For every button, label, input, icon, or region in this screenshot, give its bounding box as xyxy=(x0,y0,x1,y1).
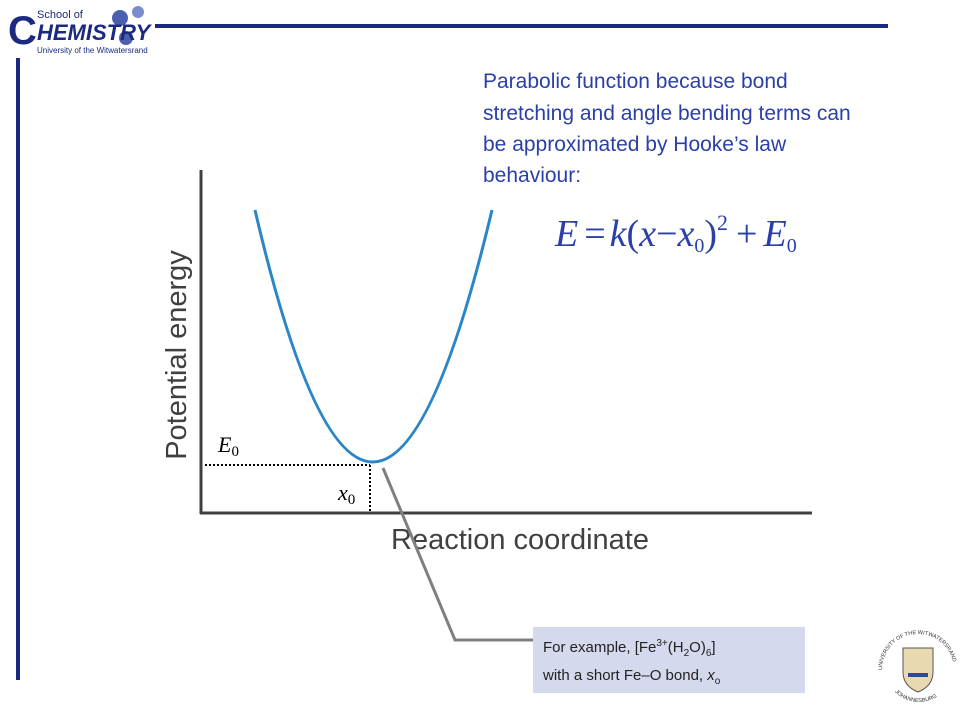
callout-text: (H xyxy=(668,639,684,656)
logo: C School of HEMISTRY University of the W… xyxy=(8,6,153,55)
x0-label: x0 xyxy=(337,480,355,508)
logo-atom xyxy=(112,10,128,26)
description: Parabolic function because bond stretchi… xyxy=(483,70,851,187)
callout-sub: 2 xyxy=(684,648,690,659)
eq-part: 0 xyxy=(787,235,797,257)
x0-sub: 0 xyxy=(348,492,356,508)
eq-part: ( xyxy=(627,213,640,255)
eq-part: + xyxy=(736,213,757,255)
description-line: be approximated by Hooke’s law xyxy=(483,133,787,156)
callout-box xyxy=(533,627,805,693)
e0-sub: 0 xyxy=(231,444,239,460)
eq-part: = xyxy=(584,213,605,255)
e0-main: E xyxy=(217,432,232,457)
callout-text: O) xyxy=(689,639,706,656)
logo-atom xyxy=(119,31,133,45)
crest-shield xyxy=(902,647,934,693)
callout-x: x xyxy=(706,667,715,684)
callout-text: with a short Fe–O bond, xyxy=(542,667,707,684)
x0-main: x xyxy=(337,480,348,505)
eq-part: k xyxy=(610,213,628,255)
energy-curve xyxy=(253,209,494,464)
logo-university: University of the Witwatersrand xyxy=(37,46,148,55)
logo-atom xyxy=(132,6,144,18)
callout-sup: 3+ xyxy=(656,638,668,649)
description-line: Parabolic function because bond xyxy=(483,70,788,93)
x-axis-label: Reaction coordinate xyxy=(391,524,649,556)
callout-text: For example, [Fe xyxy=(543,639,656,656)
logo-small: School of xyxy=(37,9,84,21)
graph: Potential energy Reaction coordinate E0 … xyxy=(161,170,812,556)
logo-big: HEMISTRY xyxy=(37,20,153,45)
eq-part: − xyxy=(656,213,677,255)
eq-part: x xyxy=(677,213,695,255)
eq-part: x xyxy=(638,213,656,255)
callout-line: with a short Fe–O bond, xo xyxy=(542,667,721,687)
callout-sub: o xyxy=(715,676,721,687)
eq-part: 0 xyxy=(694,235,704,257)
callout-connector xyxy=(381,467,533,642)
description-line: stretching and angle bending terms can xyxy=(483,102,851,125)
logo-initial: C xyxy=(8,9,37,53)
callout-text: ] xyxy=(711,639,715,656)
y-axis-label: Potential energy xyxy=(161,250,193,460)
eq-part: E xyxy=(554,213,578,255)
description-line: behaviour: xyxy=(483,164,581,187)
callout-line: For example, [Fe3+(H2O)6] xyxy=(543,638,716,659)
eq-part: 2 xyxy=(717,210,728,235)
eq-part: ) xyxy=(704,213,717,255)
e0-label: E0 xyxy=(217,432,239,460)
crest: UNIVERSITY OF THE WITWATERSRAND JOHANNES… xyxy=(878,630,957,704)
equation: E = k(x−x0)2 + E0 xyxy=(554,210,797,257)
callout-sub: 6 xyxy=(706,648,712,659)
eq-part: E xyxy=(762,213,786,255)
